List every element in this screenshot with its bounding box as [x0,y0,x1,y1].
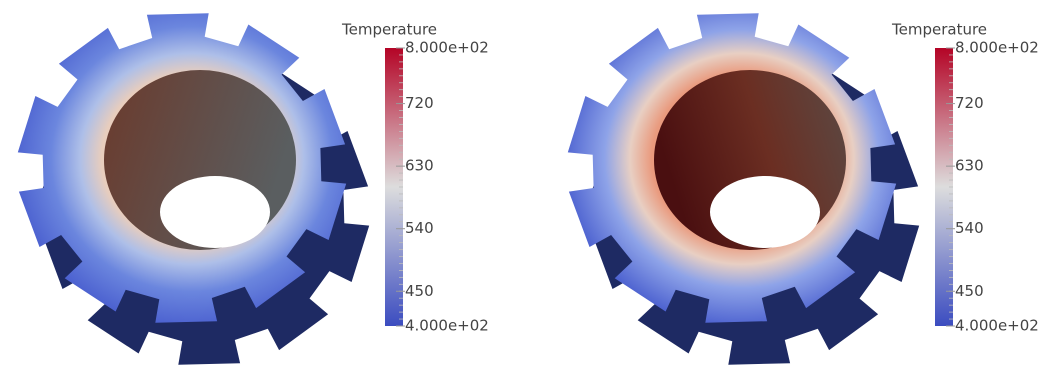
panel: Temperature 4.000e+02 450 540 630 720 8.000e+0… [568,13,1039,364]
tick-label: 8.000e+02 [955,39,1039,57]
tick-label: 4.000e+02 [405,317,489,335]
colorbar-title: Temperature [341,21,437,39]
tick-label: 630 [955,157,984,175]
tick-label: 630 [405,157,434,175]
tick-label: 8.000e+02 [405,39,489,57]
tick-label: 720 [405,94,434,112]
render-view: Temperature 4.000e+02 450 540 630 720 8.000e+0… [0,0,1046,376]
tick-label: 540 [405,219,434,237]
bore-opening [160,176,270,248]
tick-label: 720 [955,94,984,112]
tick-label: 450 [405,282,434,300]
bore-opening [710,176,820,248]
tick-label: 4.000e+02 [955,317,1039,335]
tick-label: 450 [955,282,984,300]
colorbar-title: Temperature [891,21,987,39]
tick-label: 540 [955,219,984,237]
panel: Temperature 4.000e+02 450 540 630 720 8.000e+0… [18,13,489,364]
